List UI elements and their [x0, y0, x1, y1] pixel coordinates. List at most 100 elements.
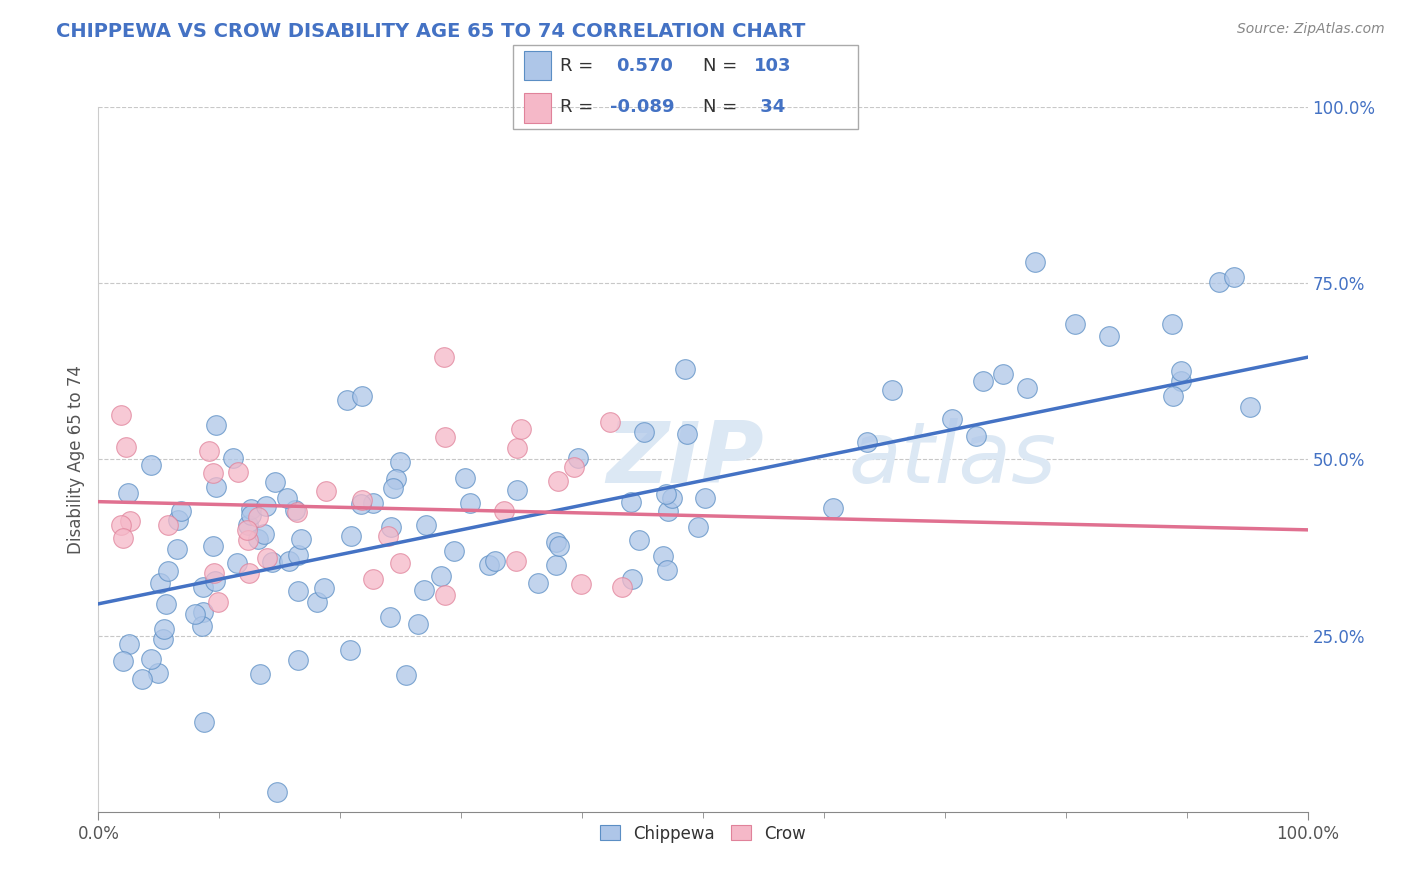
Point: [118, 514, 141, 528]
Point: [620, 495, 643, 509]
Point: [247, 532, 270, 546]
Point: [166, 512, 188, 526]
Point: [1160, 317, 1182, 331]
Point: [484, 554, 506, 568]
Point: [1239, 400, 1261, 414]
Point: [941, 412, 963, 426]
Point: [389, 455, 412, 469]
Point: [226, 556, 249, 570]
Point: [149, 576, 172, 591]
Point: [394, 668, 416, 682]
Point: [1163, 389, 1185, 403]
Point: [201, 466, 224, 480]
Point: [131, 673, 153, 687]
Point: [454, 470, 477, 484]
Point: [238, 533, 260, 547]
Point: [238, 566, 260, 581]
Point: [567, 451, 589, 466]
Point: [139, 652, 162, 666]
Point: [478, 558, 501, 572]
Point: [253, 527, 276, 541]
Point: [256, 551, 278, 566]
Point: [972, 375, 994, 389]
Point: [506, 483, 529, 497]
Point: [352, 493, 374, 508]
Point: [110, 408, 132, 422]
Point: [276, 491, 298, 506]
Point: [191, 605, 214, 619]
Point: [620, 572, 643, 586]
Text: 103: 103: [754, 57, 792, 75]
Point: [676, 426, 699, 441]
Point: [599, 415, 621, 429]
Text: ZIP: ZIP: [606, 417, 763, 501]
Point: [239, 502, 262, 516]
Point: [633, 425, 655, 439]
Point: [240, 508, 263, 522]
Point: [201, 539, 224, 553]
Point: [433, 430, 456, 444]
Point: [548, 539, 571, 553]
Point: [156, 564, 179, 578]
Point: [510, 422, 533, 436]
Point: [655, 486, 678, 500]
Point: [204, 418, 226, 433]
Text: Source: ZipAtlas.com: Source: ZipAtlas.com: [1237, 22, 1385, 37]
Point: [157, 517, 180, 532]
Point: [562, 459, 585, 474]
Bar: [523, 51, 551, 80]
Point: [350, 497, 373, 511]
Point: [657, 504, 679, 518]
Point: [380, 609, 402, 624]
Point: [547, 474, 569, 488]
Point: [226, 466, 249, 480]
Point: [361, 572, 384, 586]
Point: [290, 532, 312, 546]
Point: [287, 653, 309, 667]
Point: [1208, 275, 1230, 289]
Point: [166, 541, 188, 556]
Text: CHIPPEWA VS CROW DISABILITY AGE 65 TO 74 CORRELATION CHART: CHIPPEWA VS CROW DISABILITY AGE 65 TO 74…: [56, 22, 806, 41]
Point: [993, 367, 1015, 381]
Point: [155, 598, 177, 612]
Text: 0.570: 0.570: [616, 57, 673, 75]
Point: [661, 491, 683, 505]
Bar: [523, 93, 551, 122]
Point: [339, 643, 361, 657]
Text: -0.089: -0.089: [610, 98, 673, 116]
Point: [193, 580, 215, 594]
Text: atlas: atlas: [848, 417, 1056, 501]
Point: [693, 491, 716, 506]
Point: [254, 499, 277, 513]
Point: [569, 577, 592, 591]
Text: R =: R =: [560, 57, 593, 75]
Point: [1017, 381, 1039, 395]
Point: [110, 517, 132, 532]
Point: [1223, 269, 1246, 284]
Point: [305, 595, 328, 609]
Text: N =: N =: [703, 57, 737, 75]
Point: [264, 475, 287, 490]
Point: [350, 389, 373, 403]
Point: [204, 480, 226, 494]
Point: [673, 361, 696, 376]
Point: [651, 549, 673, 563]
Point: [204, 574, 226, 588]
Point: [193, 714, 215, 729]
Point: [207, 595, 229, 609]
Point: [315, 483, 337, 498]
Y-axis label: Disability Age 65 to 74: Disability Age 65 to 74: [66, 365, 84, 554]
Point: [117, 485, 139, 500]
Point: [408, 616, 430, 631]
Point: [236, 523, 259, 537]
Point: [285, 504, 308, 518]
Point: [688, 520, 710, 534]
Point: [336, 392, 359, 407]
Point: [152, 632, 174, 646]
Text: N =: N =: [703, 98, 737, 116]
Point: [361, 496, 384, 510]
Point: [191, 619, 214, 633]
Point: [494, 504, 516, 518]
Legend: Chippewa, Crow: Chippewa, Crow: [593, 818, 813, 849]
Point: [312, 582, 335, 596]
